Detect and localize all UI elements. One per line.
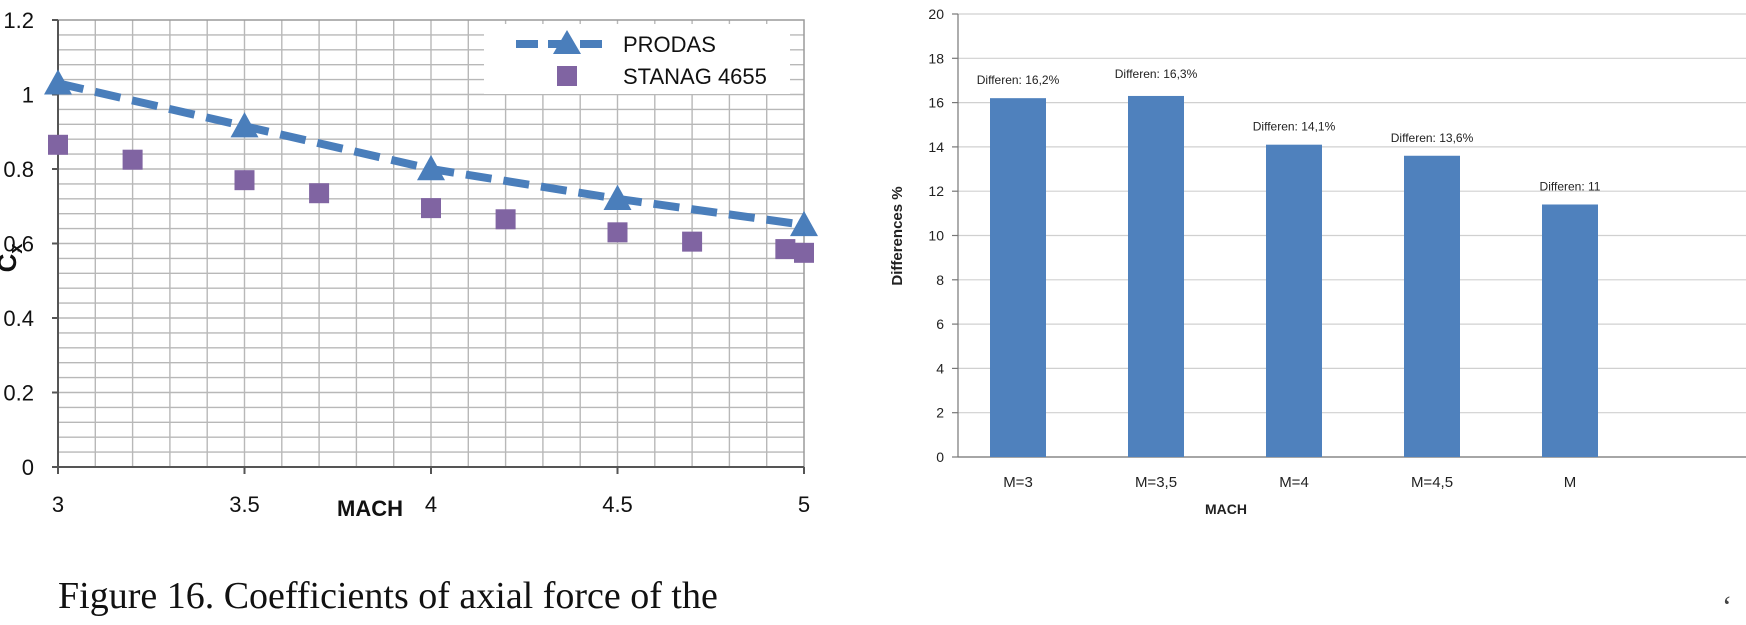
stanag-square-point — [122, 149, 143, 170]
bar-data-label: Differen: 14,1% — [1253, 120, 1336, 134]
legend-prodas-marker — [553, 30, 581, 54]
stanag-square-point — [234, 170, 255, 191]
y-tick-label: 20 — [928, 6, 944, 22]
y-tick-label: 10 — [928, 228, 944, 244]
y-tick-label: 0.4 — [3, 306, 34, 331]
legend-box — [484, 24, 790, 94]
bar-data-label: Differen: 16,3% — [1115, 67, 1198, 81]
legend-stanag-marker — [557, 66, 577, 86]
grid-lines — [58, 20, 804, 467]
differences-bar-chart: 0 2 4 6 8 10 12 14 16 18 20 Differen: 16,2% M=3 Diffe… — [880, 0, 1746, 625]
bar — [1404, 155, 1460, 457]
x-tick-label: 3.5 — [229, 492, 260, 517]
y-axis-label: Differences % — [889, 186, 906, 285]
y-tick-label: 0.6 — [3, 232, 34, 257]
stanag-square-point — [794, 242, 814, 263]
legend-prodas-label: PRODAS — [623, 32, 716, 57]
stanag-square-point — [775, 239, 796, 260]
stanag-square-point — [421, 198, 441, 219]
y-tick-label: 8 — [936, 272, 944, 288]
prodas-triangle-point — [603, 184, 632, 210]
prodas-triangle-point — [230, 112, 259, 138]
bar — [1266, 144, 1322, 457]
y-tick-label: 16 — [928, 95, 944, 111]
stanag-square-point — [682, 231, 703, 252]
y-tick-label: 1 — [22, 83, 34, 108]
x-category-label: M=3 — [1003, 474, 1033, 491]
x-category-label: M=4 — [1279, 474, 1309, 491]
stanag-square-point — [309, 183, 330, 204]
y-tick-label: 4 — [936, 360, 944, 376]
y-tick-label: 6 — [936, 316, 944, 332]
figure-caption: Figure 16. Coefficients of axial force o… — [58, 575, 718, 617]
y-tick-label: 0 — [936, 449, 944, 465]
x-category-label: M=4,5 — [1411, 474, 1453, 491]
prodas-triangle-point — [417, 155, 445, 181]
y-tick-label: 12 — [928, 183, 944, 199]
x-tick-label: 4.5 — [602, 492, 633, 517]
prodas-triangle-point — [790, 210, 818, 237]
x-tick-label: 5 — [798, 492, 810, 517]
x-category-label: M — [1564, 474, 1577, 491]
corner-glyph: ‘ — [1722, 590, 1732, 623]
x-tick-label: 4 — [425, 492, 437, 517]
stanag-square-point — [48, 134, 68, 155]
stanag-square-point — [495, 209, 516, 230]
y-tick-label: 0 — [22, 455, 34, 480]
stanag-square-point — [607, 222, 628, 243]
legend-stanag-label: STANAG 4655 — [623, 64, 767, 89]
bar-data-label: Differen: 13,6% — [1391, 131, 1474, 145]
prodas-triangle-point — [44, 69, 72, 95]
bar — [990, 98, 1046, 458]
cx-vs-mach-chart: 0 0.2 0.4 0.6 0.8 1 1.2 3 3.5 4 4.5 5 MACH Cx PRODAS ST… — [0, 8, 818, 521]
y-tick-label: 0.8 — [3, 157, 34, 182]
y-axis-label: Cx — [0, 244, 26, 273]
x-tick-label: 3 — [52, 492, 64, 517]
bar-data-label: Differen: 11 — [1540, 179, 1601, 193]
bar — [1542, 204, 1598, 457]
y-tick-label: 2 — [936, 405, 944, 421]
y-tick-label: 14 — [928, 139, 944, 155]
legend: PRODAS STANAG 4655 — [484, 24, 790, 94]
bar — [1128, 95, 1184, 457]
y-tick-label: 1.2 — [3, 8, 34, 33]
x-category-label: M=3,5 — [1135, 474, 1177, 491]
y-tick-label: 18 — [928, 50, 944, 66]
x-axis-label: MACH — [1205, 501, 1247, 517]
x-axis-label: MACH — [337, 496, 403, 521]
bar-data-label: Differen: 16,2% — [977, 73, 1060, 87]
y-tick-label: 0.2 — [3, 381, 34, 406]
